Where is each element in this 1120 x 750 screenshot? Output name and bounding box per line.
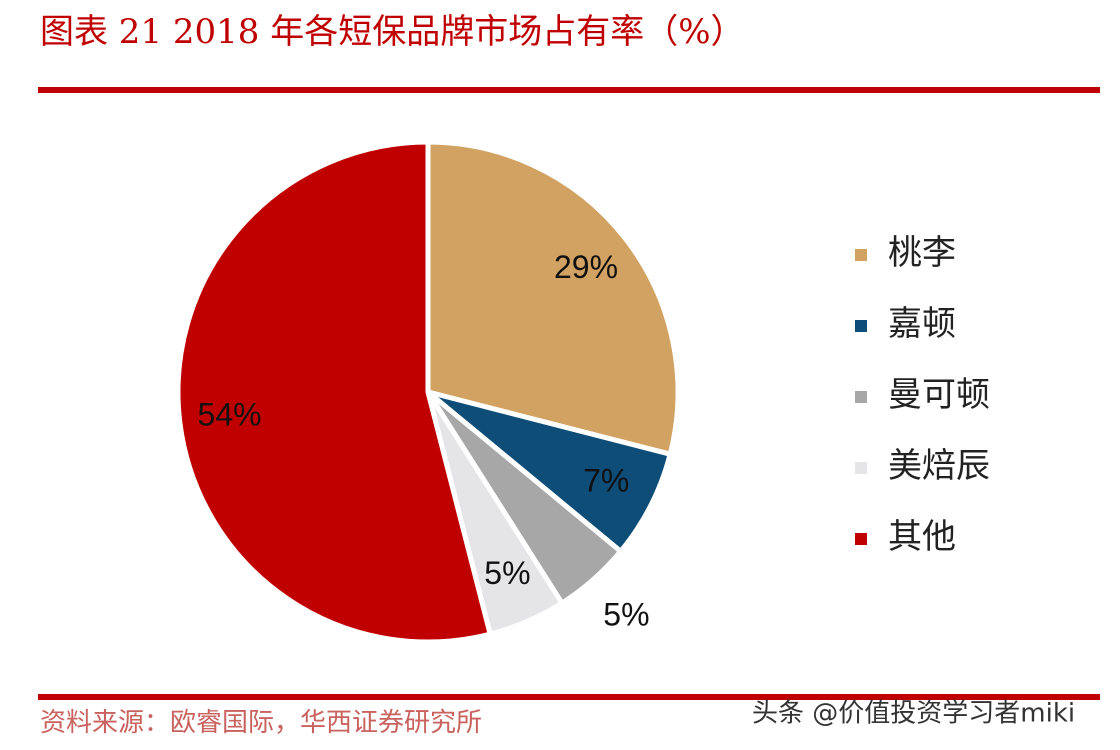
chart-title: 图表 21 2018 年各短保品牌市场占有率（%） [40,12,745,52]
legend-swatch [855,533,867,545]
legend-swatch [855,249,867,261]
pie-slice [175,139,494,645]
legend-label: 美焙辰 [888,446,990,486]
bottom-rule [38,694,1100,700]
data-label: 7% [583,462,629,498]
watermark: 头条 @价值投资学习者miki [752,699,1075,729]
legend-label: 桃李 [888,233,956,273]
data-label: 5% [603,596,649,632]
legend-label: 其他 [888,517,956,557]
legend-swatch [855,320,867,332]
data-label: 5% [484,555,530,591]
pie-slice [425,139,681,458]
legend-swatch [855,462,867,474]
legend-label: 嘉顿 [888,304,956,344]
legend-swatch [855,391,867,403]
legend-label: 曼可顿 [888,375,990,415]
data-label: 29% [554,249,618,285]
data-label: 54% [198,397,262,433]
source-note: 资料来源：欧睿国际，华西证券研究所 [40,708,482,738]
top-rule [38,87,1100,93]
